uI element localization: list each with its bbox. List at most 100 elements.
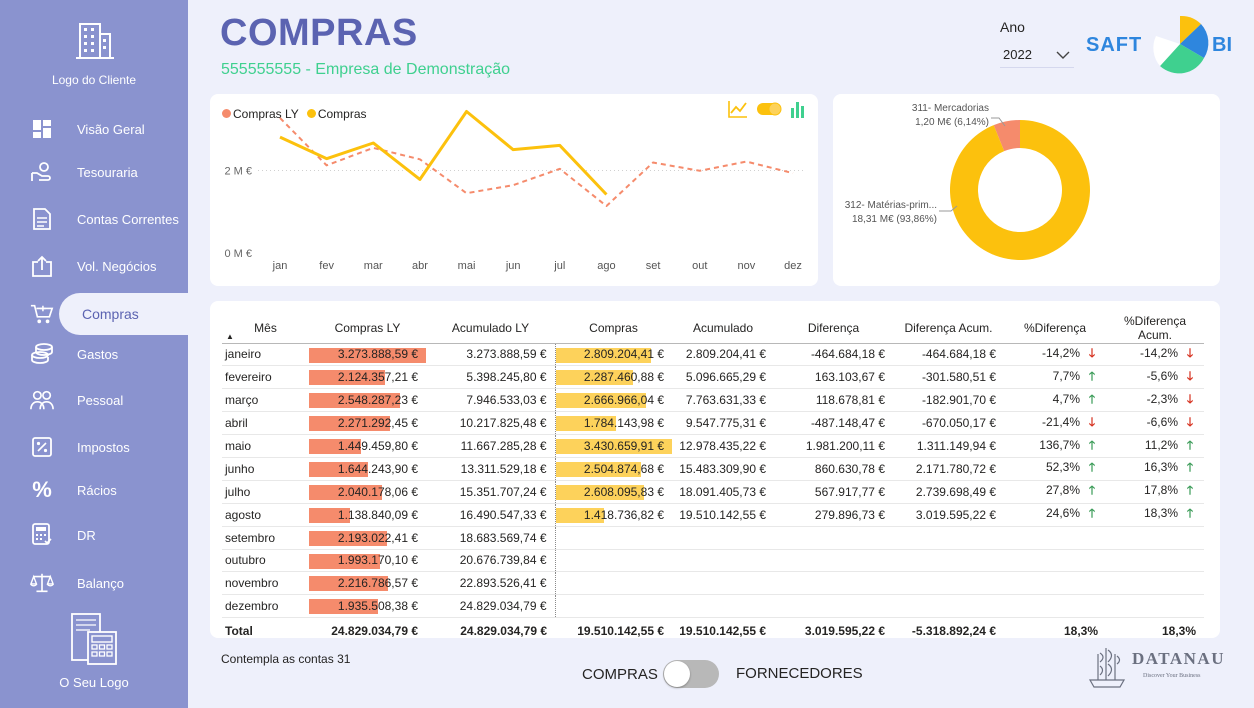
cell-mes: agosto [222,503,309,527]
sidebar-item-racios[interactable]: % Rácios [0,469,188,511]
sidebar-item-dr[interactable]: DR [0,514,188,556]
saft-logo-right: BI [1212,34,1232,56]
sidebar-item-compras[interactable]: Compras [0,293,188,335]
cell-mes: outubro [222,549,309,573]
arrow-up-icon: 🡑 [1088,437,1096,452]
table-row[interactable]: janeiro 3.273.888,59 €3.273.888,59 €2.809… [222,343,1204,367]
sidebar-item-balanco[interactable]: Balanço [0,562,188,604]
bar-compras-ly [309,576,389,592]
bar-compras [555,484,645,500]
cell-acumulado: 9.547.775,31 € [672,411,774,436]
column-header-diferenca[interactable]: Diferença [774,313,893,344]
donut-slice[interactable] [993,120,1020,152]
upload-box-icon [30,254,54,278]
toggle-right-label: FORNECEDORES [736,665,863,682]
cell-pct-diferenca-acum: -5,6% 🡓 [1106,365,1204,390]
year-select[interactable]: 2022 [1000,42,1074,68]
table-row[interactable]: fevereiro 2.124.357,21 €5.398.245,80 €2.2… [222,365,1204,390]
cell-compras: 2.809.204,41 € [554,343,672,367]
legend-item-compras: Compras [306,107,367,121]
cell-compras-ly: 2.193.022,41 € [309,526,426,550]
sidebar-item-label: Impostos [77,439,130,455]
arrow-down-icon: 🡓 [1186,391,1194,406]
cell-diferenca: 860.630,78 € [774,457,893,481]
table-row[interactable]: agosto 1.138.840,09 €16.490.547,33 €1.418… [222,503,1204,527]
bar-chart-icon[interactable] [790,100,806,118]
arrow-up-icon: 🡑 [1088,391,1096,406]
cell-acumulado: 2.809.204,41 € [672,343,774,367]
building-icon [76,23,114,59]
sidebar-item-label: Vol. Negócios [77,258,157,274]
cell-mes: novembro [222,571,309,596]
cell-pct-diferenca-acum: -14,2% 🡓 [1106,343,1204,367]
column-header-compras[interactable]: Compras [555,313,672,344]
table-row[interactable]: julho 2.040.178,06 €15.351.707,24 €2.608.… [222,480,1204,504]
datanau-logo: DATANAU Discover Your Business [1088,648,1223,688]
cell-compras-ly: 1.644.243,90 € [309,457,426,481]
cell-total-label: Total [222,617,309,644]
cell-total-pct-diferenca: 18,3% [1004,617,1106,644]
column-header-compras-ly[interactable]: Compras LY [309,313,426,344]
accounts-note: Contempla as contas 31 [221,652,351,666]
cell-acumulado: 12.978.435,22 € [672,434,774,458]
cell-diferenca-acum: 2.739.698,49 € [893,480,1004,504]
sidebar-item-gastos[interactable]: Gastos [0,333,188,375]
table-row[interactable]: outubro 1.993.170,10 €20.676.739,84 € [222,549,1204,573]
cell-mes: dezembro [222,594,309,619]
table-row[interactable]: novembro 2.216.786,57 €22.893.526,41 € [222,571,1204,596]
bar-compras [555,416,617,432]
cell-total-diferenca-acum: -5.318.892,24 € [893,617,1004,644]
arrow-down-icon: 🡓 [1186,414,1194,429]
column-header-mes[interactable]: Mês ▲ [222,313,309,344]
line-chart-icon[interactable] [728,100,748,118]
cell-acumulado-ly: 5.398.245,80 € [426,365,555,390]
table-row[interactable]: maio 1.449.459,80 €11.667.285,28 €3.430.6… [222,434,1204,458]
leader-line [991,117,1006,127]
cell-mes: abril [222,411,309,436]
cell-diferenca-acum: 2.171.780,72 € [893,457,1004,481]
column-header-diferenca-acum[interactable]: Diferença Acum. [893,313,1004,344]
cell-acumulado-ly: 11.667.285,28 € [426,434,555,458]
own-logo-label: O Seu Logo [59,675,129,690]
sidebar-item-vol-negocios[interactable]: Vol. Negócios [0,245,188,287]
chart-toggle-icon[interactable] [756,102,782,116]
table-row[interactable]: dezembro 1.935.508,38 €24.829.034,79 € [222,594,1204,619]
table-row[interactable]: abril 2.271.292,45 €10.217.825,48 €1.784.… [222,411,1204,436]
sidebar-item-tesouraria[interactable]: Tesouraria [0,151,188,193]
sidebar-item-pessoal[interactable]: Pessoal [0,379,188,421]
sidebar-item-label: Balanço [77,575,124,591]
ship-icon [1088,648,1126,688]
column-header-acumulado[interactable]: Acumulado [672,313,774,344]
sidebar-item-impostos[interactable]: Impostos [0,426,188,468]
document-icon [30,207,54,231]
cell-compras-ly: 1.935.508,38 € [309,594,426,619]
cell-acumulado-ly: 10.217.825,48 € [426,411,555,436]
column-header-acumulado-ly[interactable]: Acumulado LY [426,313,555,344]
coins-icon [30,342,54,366]
bar-compras [555,507,604,523]
x-tick-label: jul [553,260,565,272]
sidebar-item-label: Compras [82,306,139,322]
sidebar-item-label: Rácios [77,482,117,498]
line-chart-plot: 0 M € 2 M € jan fev mar abr mai jun jul ago set out… [224,109,805,272]
cell-pct-diferenca: 136,7% 🡑 [1004,434,1106,458]
column-header-pct-diferenca-acum[interactable]: %Diferença Acum. [1106,313,1204,344]
sidebar-item-label: Tesouraria [77,164,138,180]
x-tick-label: fev [319,260,334,272]
column-header-pct-diferenca[interactable]: %Diferença [1004,313,1106,344]
table-row[interactable]: setembro 2.193.022,41 €18.683.569,74 € [222,526,1204,550]
donut-slice[interactable] [950,120,1090,260]
bar-compras-ly [309,347,426,363]
x-tick-label: nov [737,260,755,272]
cell-acumulado: 7.763.631,33 € [672,388,774,413]
sidebar-item-visao-geral[interactable]: Visão Geral [0,108,188,150]
cell-diferenca: -464.684,18 € [774,343,893,367]
table-row[interactable]: junho 1.644.243,90 €13.311.529,18 €2.504.… [222,457,1204,481]
cell-mes: junho [222,457,309,481]
compras-fornecedores-toggle[interactable] [663,660,719,688]
company-subtitle: 555555555 - Empresa de Demonstração [221,61,511,78]
y-tick-label: 0 M € [224,248,252,260]
purchases-table-card: Mês ▲ Compras LY Acumulado LY Compras Acu… [210,301,1220,644]
table-row[interactable]: março 2.548.287,23 €7.946.533,03 €2.666.9… [222,388,1204,413]
sidebar-item-contas-correntes[interactable]: Contas Correntes [0,198,188,240]
